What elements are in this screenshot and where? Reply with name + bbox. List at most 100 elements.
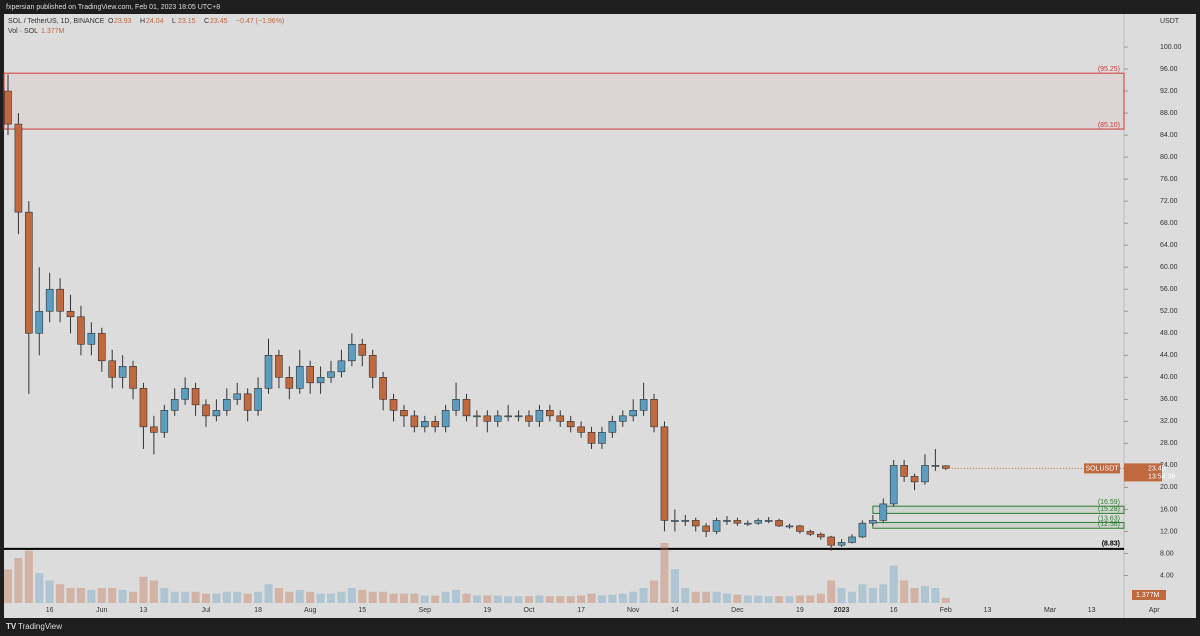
x-tick-label: Apr [1149,607,1161,614]
candle-body [420,421,429,428]
candle-body [566,421,575,428]
volume-bar [639,588,648,603]
ohlc-value: 24.04 [146,18,164,25]
y-tick-label: 64.00 [1160,242,1178,249]
x-tick-label: 18 [254,607,262,614]
x-tick-label: 16 [890,607,898,614]
volume-bar [441,591,450,603]
y-tick-label: 28.00 [1160,440,1178,447]
y-tick-label: 88.00 [1160,110,1178,117]
volume-bar [712,591,721,603]
candle-body [671,520,679,522]
candle-body [306,365,314,384]
candle-body [629,410,638,417]
candle-body [129,365,137,389]
volume-bar [243,593,252,603]
candle-body [483,415,492,422]
y-tick-label: 24.00 [1160,462,1178,469]
volume-bar [743,595,752,603]
candle-body [577,426,585,433]
candle-body [348,343,356,362]
candle-body [712,520,721,532]
volume-bar [827,580,836,603]
volume-bar [181,591,190,603]
volume-bar [222,591,231,603]
volume-bar [118,589,127,603]
y-tick-label: 72.00 [1160,198,1178,205]
volume-bar [504,596,513,603]
price-tag-name: SOLUSDT [1085,465,1119,472]
volume-bar [514,596,523,603]
candle-body [358,343,367,356]
candle-body [295,365,304,389]
volume-bar [327,593,336,603]
candle-body [212,410,221,417]
volume-bar [785,596,794,603]
y-tick-label: 60.00 [1160,264,1178,271]
candle-body [587,432,596,444]
volume-bar [556,596,565,603]
candle-body [744,522,752,525]
candle-body [45,288,54,312]
volume-bar [722,593,731,603]
y-tick-label: 52.00 [1160,308,1178,315]
volume-bar [347,588,356,603]
x-tick-label: Mar [1044,607,1057,614]
candle-body [764,520,773,522]
candle-body [691,520,700,527]
volume-bar [233,591,242,603]
volume-bar [472,595,481,603]
volume-bar [160,588,169,603]
candle-body [546,410,554,417]
candle-body [504,415,512,418]
x-tick-label: Dec [731,607,744,614]
candle-body [775,520,783,527]
volume-bar [420,595,429,603]
y-tick-label: 56.00 [1160,286,1178,293]
candle-body [181,388,189,400]
volume-bar [650,580,659,603]
y-tick-label: 40.00 [1160,374,1178,381]
y-tick-label: 100.00 [1160,44,1182,51]
volume-bar [775,596,784,603]
volume-bar [76,588,85,603]
candle-body [139,388,148,428]
candle-body [264,354,273,389]
volume-bar [108,588,117,603]
candle-body [733,520,742,524]
y-tick-label: 32.00 [1160,418,1178,425]
volume-bar [806,595,815,603]
price-tag-bg [1124,463,1162,482]
zone [3,72,1125,130]
candle-body [650,399,658,428]
zone [872,505,1125,514]
volume-bar [274,588,283,603]
candle-body [598,432,606,444]
candle-body [66,310,75,318]
volume-bar [733,594,742,603]
candle-body [170,399,179,411]
volume-bar [14,558,23,603]
candle-body [618,415,627,422]
ohlc-prefix: L [172,18,176,25]
x-tick-label: Jun [96,607,107,614]
volume-bar [629,591,638,603]
ohlc-prefix: H [140,18,145,25]
volume-bar [295,589,304,603]
volume-bar [452,589,461,603]
candle-body [848,536,856,543]
volume-bar [889,565,898,603]
y-tick-label: 76.00 [1160,176,1178,183]
volume-bar [681,588,690,603]
change: −0.47 (−1.96%) [236,18,284,25]
y-tick-label: 12.00 [1160,528,1178,535]
volume-bar [702,591,711,603]
volume-bar [816,593,825,603]
volume-value: 1.377M [41,28,65,35]
volume-bar [660,543,669,603]
volume-bar [910,588,919,603]
x-tick-label: Nov [627,607,640,614]
candle-body [243,393,252,411]
